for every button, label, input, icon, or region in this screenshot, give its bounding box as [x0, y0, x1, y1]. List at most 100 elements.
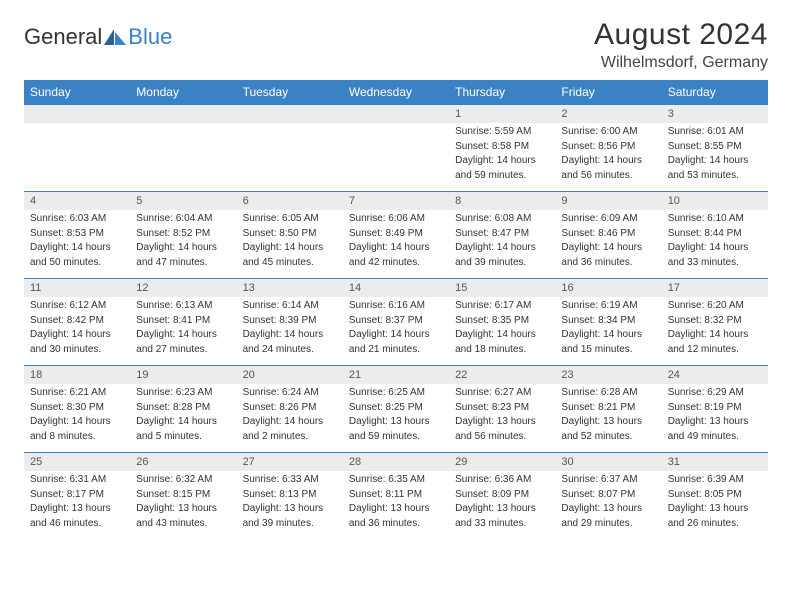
sunset-line: Sunset: 8:05 PM	[668, 488, 762, 503]
daylight-line: Daylight: 14 hours and 12 minutes.	[668, 328, 762, 357]
day-header-tuesday: Tuesday	[237, 80, 343, 105]
month-title: August 2024	[594, 18, 768, 52]
daylight-line: Daylight: 13 hours and 49 minutes.	[668, 415, 762, 444]
daylight-line: Daylight: 14 hours and 5 minutes.	[136, 415, 230, 444]
daylight-line: Daylight: 14 hours and 42 minutes.	[349, 241, 443, 270]
day-number: 10	[662, 192, 768, 211]
location-label: Wilhelmsdorf, Germany	[594, 54, 768, 72]
sunset-line: Sunset: 8:35 PM	[455, 314, 549, 329]
day-info: Sunrise: 6:35 AMSunset: 8:11 PMDaylight:…	[343, 471, 449, 539]
day-number: 12	[130, 279, 236, 298]
sunrise-line: Sunrise: 6:32 AM	[136, 473, 230, 488]
day-info: Sunrise: 6:29 AMSunset: 8:19 PMDaylight:…	[662, 384, 768, 453]
sunset-line: Sunset: 8:28 PM	[136, 401, 230, 416]
empty-dayinfo	[237, 123, 343, 192]
day-info: Sunrise: 6:28 AMSunset: 8:21 PMDaylight:…	[555, 384, 661, 453]
sunset-line: Sunset: 8:34 PM	[561, 314, 655, 329]
sunrise-line: Sunrise: 6:00 AM	[561, 125, 655, 140]
day-info: Sunrise: 6:27 AMSunset: 8:23 PMDaylight:…	[449, 384, 555, 453]
day-info: Sunrise: 6:31 AMSunset: 8:17 PMDaylight:…	[24, 471, 130, 539]
day-number: 29	[449, 453, 555, 472]
day-number: 4	[24, 192, 130, 211]
daylight-line: Daylight: 13 hours and 56 minutes.	[455, 415, 549, 444]
day-info: Sunrise: 6:17 AMSunset: 8:35 PMDaylight:…	[449, 297, 555, 366]
sunset-line: Sunset: 8:46 PM	[561, 227, 655, 242]
day-number: 17	[662, 279, 768, 298]
day-number: 19	[130, 366, 236, 385]
daylight-line: Daylight: 14 hours and 33 minutes.	[668, 241, 762, 270]
sunrise-line: Sunrise: 6:37 AM	[561, 473, 655, 488]
daylight-line: Daylight: 14 hours and 47 minutes.	[136, 241, 230, 270]
daylight-line: Daylight: 13 hours and 52 minutes.	[561, 415, 655, 444]
day-number: 13	[237, 279, 343, 298]
day-info: Sunrise: 6:36 AMSunset: 8:09 PMDaylight:…	[449, 471, 555, 539]
week-info-row: Sunrise: 5:59 AMSunset: 8:58 PMDaylight:…	[24, 123, 768, 192]
week-info-row: Sunrise: 6:03 AMSunset: 8:53 PMDaylight:…	[24, 210, 768, 279]
sunset-line: Sunset: 8:13 PM	[243, 488, 337, 503]
day-info: Sunrise: 6:19 AMSunset: 8:34 PMDaylight:…	[555, 297, 661, 366]
sunset-line: Sunset: 8:17 PM	[30, 488, 124, 503]
sunset-line: Sunset: 8:53 PM	[30, 227, 124, 242]
day-number: 31	[662, 453, 768, 472]
week-info-row: Sunrise: 6:12 AMSunset: 8:42 PMDaylight:…	[24, 297, 768, 366]
day-number: 9	[555, 192, 661, 211]
week-daynum-row: 25262728293031	[24, 453, 768, 472]
day-number: 1	[449, 105, 555, 124]
day-info: Sunrise: 6:16 AMSunset: 8:37 PMDaylight:…	[343, 297, 449, 366]
daylight-line: Daylight: 14 hours and 59 minutes.	[455, 154, 549, 183]
daylight-line: Daylight: 14 hours and 30 minutes.	[30, 328, 124, 357]
sunset-line: Sunset: 8:49 PM	[349, 227, 443, 242]
empty-dayinfo	[130, 123, 236, 192]
sunrise-line: Sunrise: 6:01 AM	[668, 125, 762, 140]
day-header-sunday: Sunday	[24, 80, 130, 105]
daylight-line: Daylight: 14 hours and 50 minutes.	[30, 241, 124, 270]
sunrise-line: Sunrise: 6:19 AM	[561, 299, 655, 314]
sunrise-line: Sunrise: 6:03 AM	[30, 212, 124, 227]
day-info: Sunrise: 6:24 AMSunset: 8:26 PMDaylight:…	[237, 384, 343, 453]
daylight-line: Daylight: 14 hours and 8 minutes.	[30, 415, 124, 444]
daylight-line: Daylight: 14 hours and 39 minutes.	[455, 241, 549, 270]
week-info-row: Sunrise: 6:31 AMSunset: 8:17 PMDaylight:…	[24, 471, 768, 539]
daylight-line: Daylight: 14 hours and 27 minutes.	[136, 328, 230, 357]
day-info: Sunrise: 6:20 AMSunset: 8:32 PMDaylight:…	[662, 297, 768, 366]
day-number: 18	[24, 366, 130, 385]
daylight-line: Daylight: 13 hours and 46 minutes.	[30, 502, 124, 531]
sunset-line: Sunset: 8:15 PM	[136, 488, 230, 503]
daylight-line: Daylight: 14 hours and 36 minutes.	[561, 241, 655, 270]
day-number: 27	[237, 453, 343, 472]
day-number: 24	[662, 366, 768, 385]
sunset-line: Sunset: 8:41 PM	[136, 314, 230, 329]
day-number: 15	[449, 279, 555, 298]
sunrise-line: Sunrise: 6:13 AM	[136, 299, 230, 314]
day-header-saturday: Saturday	[662, 80, 768, 105]
empty-daynum	[24, 105, 130, 124]
sunrise-line: Sunrise: 6:08 AM	[455, 212, 549, 227]
sunset-line: Sunset: 8:09 PM	[455, 488, 549, 503]
day-number: 5	[130, 192, 236, 211]
week-daynum-row: 45678910	[24, 192, 768, 211]
day-number: 25	[24, 453, 130, 472]
daylight-line: Daylight: 13 hours and 33 minutes.	[455, 502, 549, 531]
day-number: 3	[662, 105, 768, 124]
week-info-row: Sunrise: 6:21 AMSunset: 8:30 PMDaylight:…	[24, 384, 768, 453]
logo-text-blue: Blue	[128, 24, 172, 50]
sunset-line: Sunset: 8:55 PM	[668, 140, 762, 155]
header: General Blue August 2024 Wilhelmsdorf, G…	[24, 18, 768, 72]
day-header-friday: Friday	[555, 80, 661, 105]
sunrise-line: Sunrise: 6:06 AM	[349, 212, 443, 227]
sunrise-line: Sunrise: 6:33 AM	[243, 473, 337, 488]
day-info: Sunrise: 6:00 AMSunset: 8:56 PMDaylight:…	[555, 123, 661, 192]
sunrise-line: Sunrise: 6:24 AM	[243, 386, 337, 401]
empty-daynum	[130, 105, 236, 124]
day-number: 6	[237, 192, 343, 211]
sunrise-line: Sunrise: 6:20 AM	[668, 299, 762, 314]
daylight-line: Daylight: 14 hours and 24 minutes.	[243, 328, 337, 357]
empty-daynum	[237, 105, 343, 124]
daylight-line: Daylight: 13 hours and 29 minutes.	[561, 502, 655, 531]
day-info: Sunrise: 6:04 AMSunset: 8:52 PMDaylight:…	[130, 210, 236, 279]
sunset-line: Sunset: 8:30 PM	[30, 401, 124, 416]
day-number: 20	[237, 366, 343, 385]
day-number: 7	[343, 192, 449, 211]
sunset-line: Sunset: 8:50 PM	[243, 227, 337, 242]
day-info: Sunrise: 6:10 AMSunset: 8:44 PMDaylight:…	[662, 210, 768, 279]
